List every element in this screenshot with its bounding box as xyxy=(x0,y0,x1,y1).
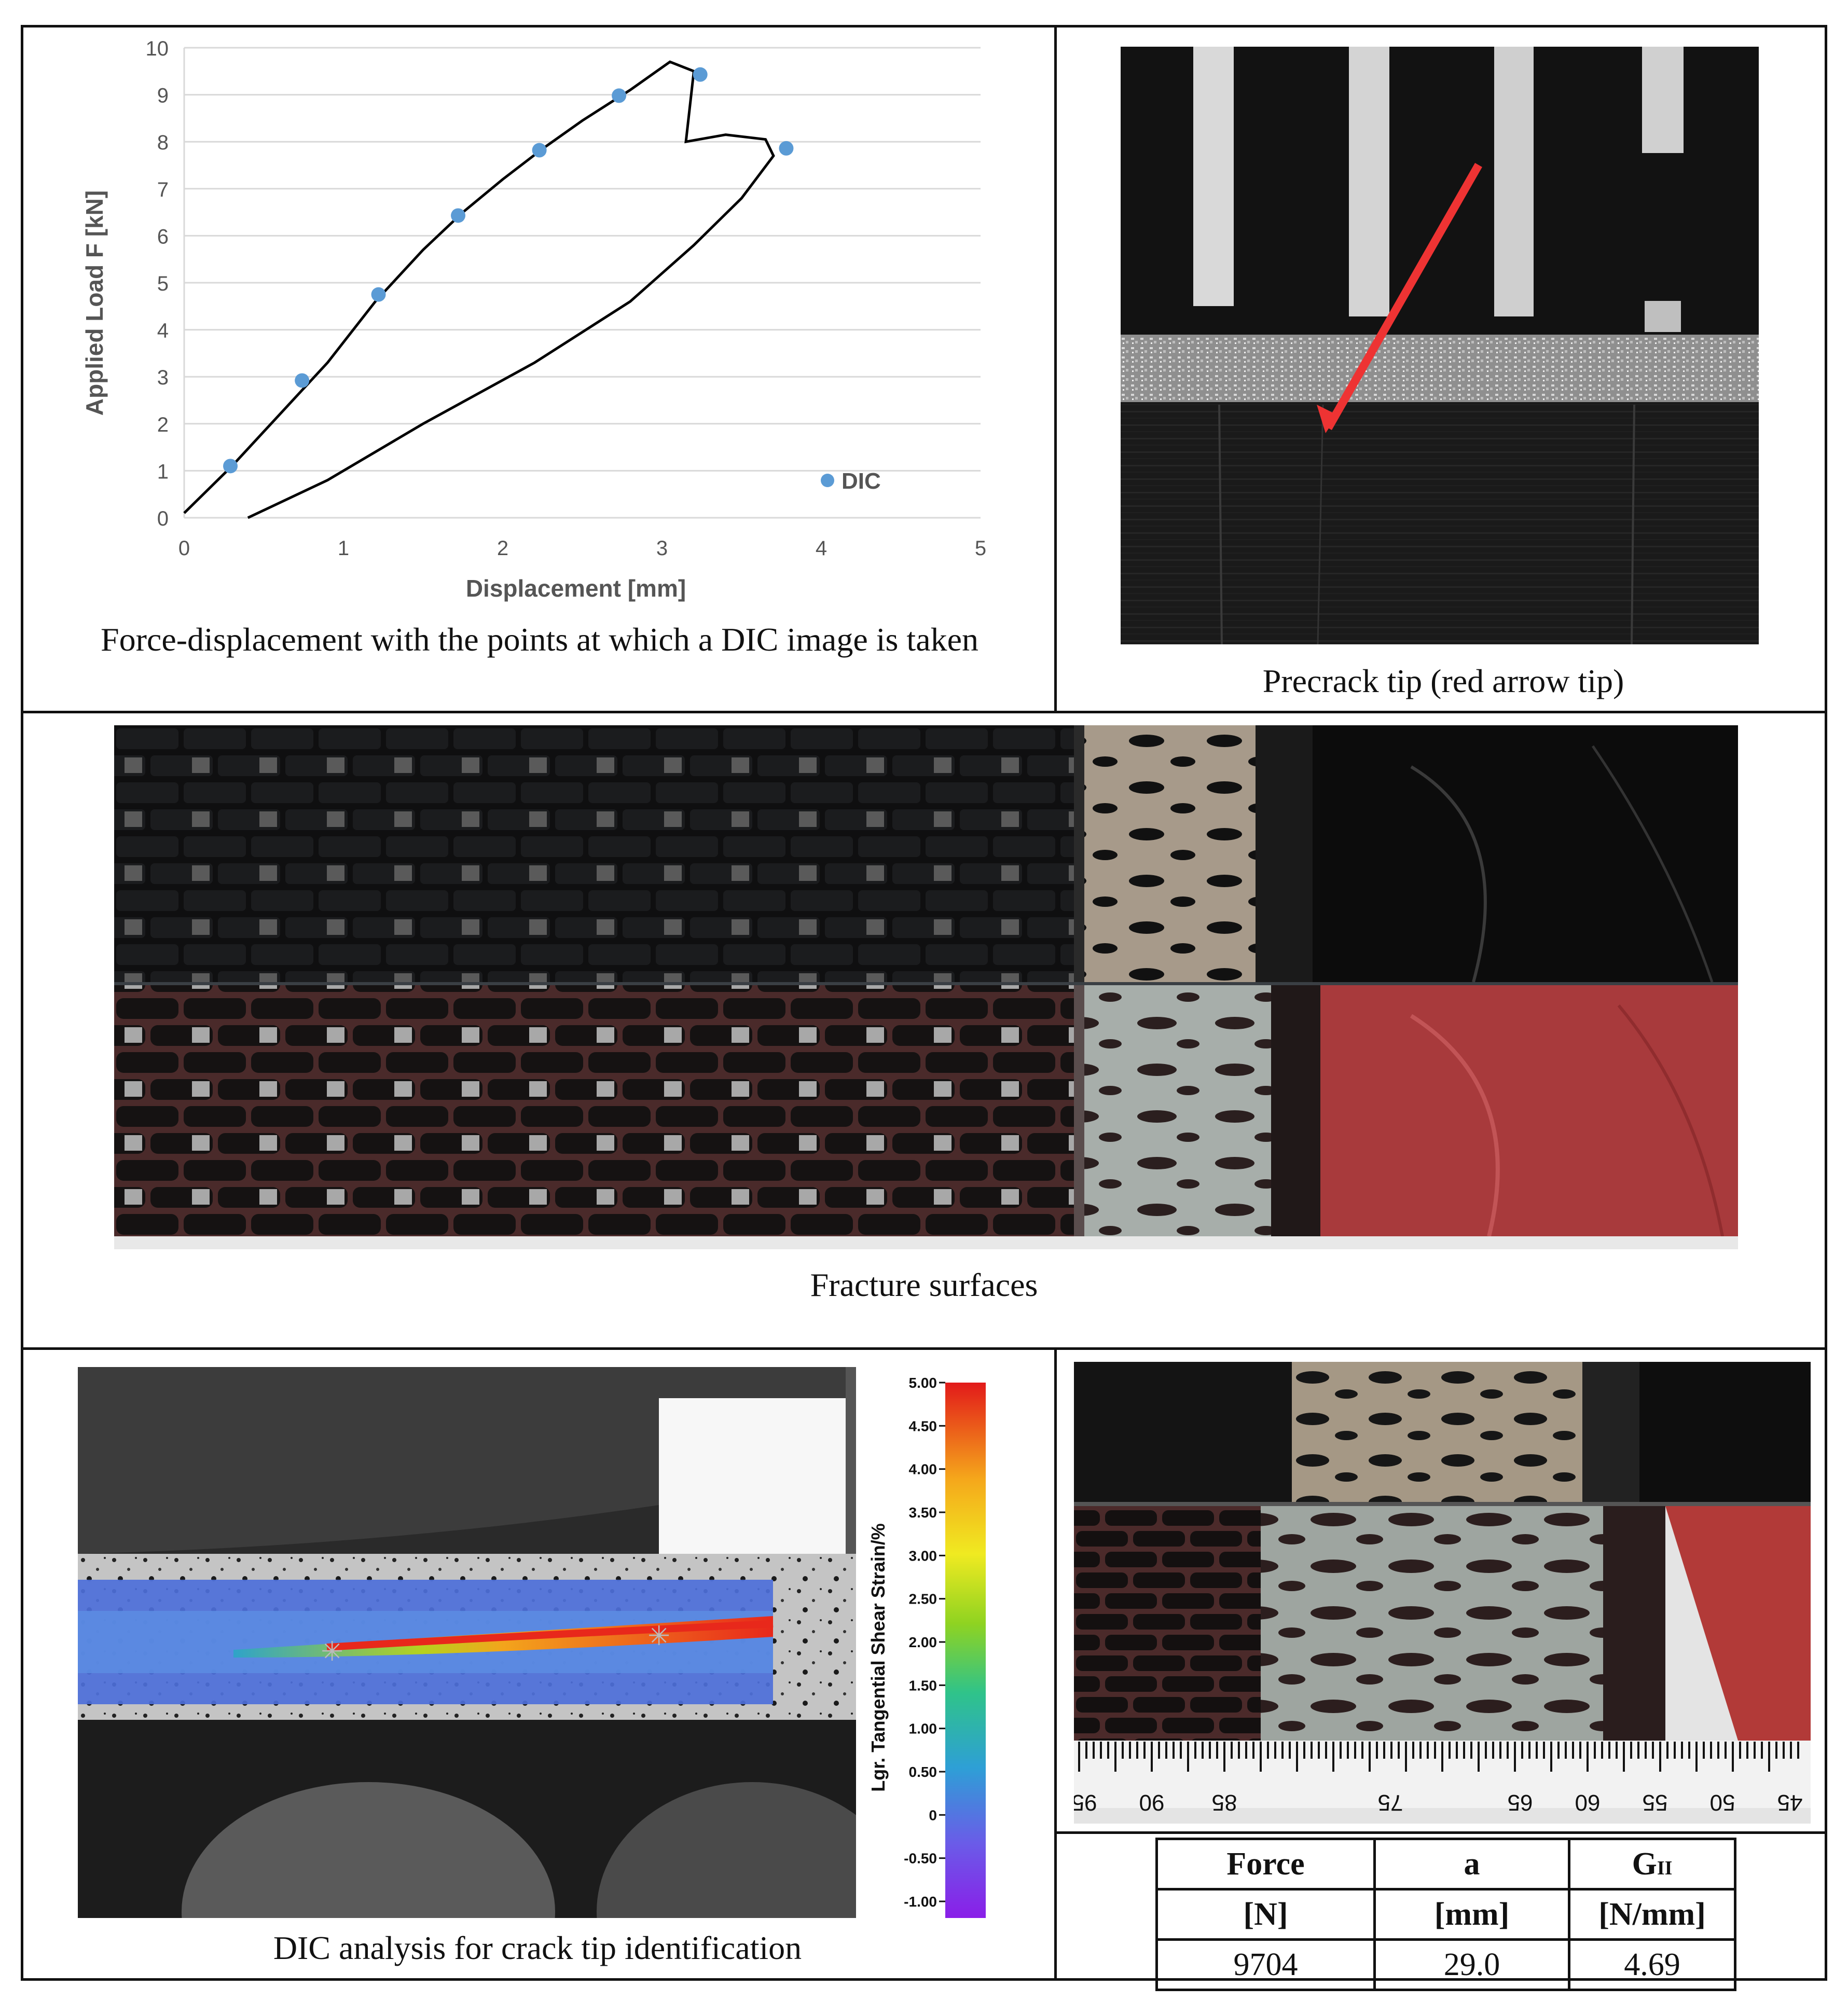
dic-points xyxy=(223,67,794,474)
ruler-ticks xyxy=(1078,1742,1799,1772)
colorbar-tick-labels: 5.00 4.50 4.00 3.50 3.00 2.50 2.00 1.50 1.00 0.50… xyxy=(904,1375,945,1910)
ruler-label: 45 xyxy=(1777,1790,1803,1815)
y-tick-label: 1 xyxy=(157,460,169,483)
header-a: a xyxy=(1373,1838,1570,1890)
header-g: GII xyxy=(1568,1838,1736,1890)
dic-point xyxy=(451,208,466,223)
x-tick-label: 4 xyxy=(816,537,827,560)
dic-point xyxy=(223,459,238,474)
ruler-label: 60 xyxy=(1575,1790,1601,1815)
y-tick-label: 0 xyxy=(157,507,169,530)
ruler-label: 95 xyxy=(1074,1790,1097,1815)
colorbar-tick-label: 0.50 xyxy=(909,1764,937,1780)
y-axis-label: Applied Load F [kN] xyxy=(81,190,108,416)
dic-analysis-image: ✳ ✳ 5.00 4.50 4.00 3.50 3.00 2.50 2.00 1.50 1.00… xyxy=(78,1367,996,1918)
y-tick-label: 10 xyxy=(146,37,169,60)
fracture-caption: Fracture surfaces xyxy=(810,1266,1038,1303)
header-g-symbol: G xyxy=(1632,1846,1657,1882)
unit-force: [N] xyxy=(1155,1888,1376,1941)
y-tick-label: 9 xyxy=(157,85,169,107)
dic-point xyxy=(693,67,708,82)
figure-frame xyxy=(21,25,1827,1981)
y-tick-label: 6 xyxy=(157,225,169,248)
column-divider-top xyxy=(1054,25,1057,713)
header-force: Force xyxy=(1155,1838,1376,1890)
y-tick-label: 3 xyxy=(157,366,169,389)
row-divider-1 xyxy=(21,711,1827,713)
colorbar-tick-label: 2.50 xyxy=(909,1591,937,1607)
ruler-label: 85 xyxy=(1212,1790,1237,1815)
dic-point xyxy=(371,287,386,302)
unit-g: [N/mm] xyxy=(1568,1888,1736,1941)
colorbar-tick-label: 3.00 xyxy=(909,1548,937,1564)
x-tick-label: 1 xyxy=(338,537,349,560)
load-curve xyxy=(183,60,775,519)
x-tick-labels: 0 1 2 3 4 5 xyxy=(178,537,986,560)
column-divider-bottom xyxy=(1054,1347,1057,1981)
precrack-caption: Precrack tip (red arrow tip) xyxy=(1262,663,1624,699)
y-tick-label: 2 xyxy=(157,413,169,436)
x-tick-label: 0 xyxy=(178,537,190,560)
dic-point xyxy=(612,88,627,103)
dic-point xyxy=(532,143,547,158)
x-axis-label: Displacement [mm] xyxy=(466,575,686,602)
y-tick-label: 5 xyxy=(157,272,169,295)
chart-grid xyxy=(183,47,981,519)
value-force: 9704 xyxy=(1155,1938,1376,1991)
ruler-label: 50 xyxy=(1710,1790,1735,1815)
x-tick-label: 3 xyxy=(656,537,668,560)
results-table: Force a GII [N] [mm] [N/mm] 9704 29.0 4.… xyxy=(1155,1838,1736,1991)
dic-point xyxy=(779,141,794,156)
table-cell-divider xyxy=(1054,1831,1827,1834)
y-tick-labels: 0 1 2 3 4 5 6 7 8 9 10 xyxy=(146,37,169,530)
x-tick-label: 2 xyxy=(497,537,508,560)
fracture-closeup-photo: 95 90 85 75 65 60 55 50 45 xyxy=(1074,1362,1811,1824)
x-tick-label: 5 xyxy=(975,537,986,560)
svg-text:✳: ✳ xyxy=(647,1621,670,1651)
colorbar-tick-label: 5.00 xyxy=(909,1375,937,1391)
chart-legend: DIC xyxy=(821,468,881,494)
colorbar-tick-label: -0.50 xyxy=(904,1851,937,1867)
colorbar-tick-label: 4.50 xyxy=(909,1418,937,1434)
legend-label: DIC xyxy=(842,468,881,494)
colorbar-tick-label: -1.00 xyxy=(904,1894,937,1910)
header-g-subscript: II xyxy=(1657,1857,1673,1879)
y-tick-label: 8 xyxy=(157,131,169,154)
colorbar-tick-label: 1.50 xyxy=(909,1677,937,1693)
row-divider-2 xyxy=(21,1347,1827,1350)
ruler-label: 65 xyxy=(1508,1790,1533,1815)
colorbar-tick-label: 2.00 xyxy=(909,1634,937,1650)
fracture-surfaces-photo xyxy=(114,725,1738,1249)
precrack-photo xyxy=(1121,47,1759,644)
force-displacement-chart: 0 1 2 3 4 5 6 7 8 9 10 0 1 2 3 4 5 DIC Displacement [mm… xyxy=(81,37,986,602)
legend-marker xyxy=(821,474,834,487)
dic-caption: DIC analysis for crack tip identificatio… xyxy=(273,1929,802,1966)
colorbar-tick-label: 0 xyxy=(929,1807,937,1823)
value-g: 4.69 xyxy=(1568,1938,1736,1991)
ruler-label: 75 xyxy=(1378,1790,1403,1815)
ruler-label: 55 xyxy=(1643,1790,1668,1815)
y-tick-label: 4 xyxy=(157,320,169,342)
unit-a: [mm] xyxy=(1373,1888,1570,1941)
colorbar-tick-label: 4.00 xyxy=(909,1461,937,1478)
colorbar-tick-label: 3.50 xyxy=(909,1505,937,1521)
colorbar-tick-label: 1.00 xyxy=(909,1721,937,1737)
ruler-label: 90 xyxy=(1139,1790,1165,1815)
y-tick-label: 7 xyxy=(157,178,169,201)
ruler-labels: 95 90 85 75 65 60 55 50 45 xyxy=(1074,1790,1802,1815)
dic-point xyxy=(295,373,310,388)
colorbar-label: Lgr. Tangential Shear Strain/% xyxy=(867,1523,889,1791)
value-a: 29.0 xyxy=(1373,1938,1570,1991)
chart-caption: Force-displacement with the points at wh… xyxy=(101,621,978,658)
svg-text:✳: ✳ xyxy=(321,1637,343,1667)
